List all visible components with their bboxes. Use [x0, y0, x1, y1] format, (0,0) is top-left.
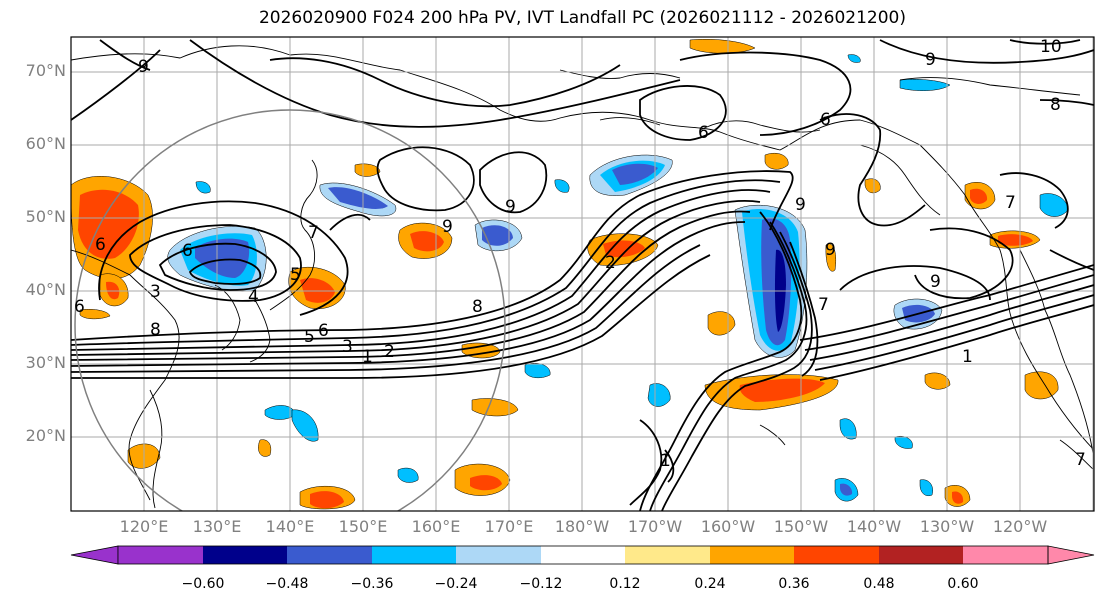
- negative-anomalies: [167, 54, 1069, 502]
- contour-label: 8: [472, 297, 483, 317]
- lon-label: 170°W: [627, 517, 683, 536]
- colorbar-tick-label: 0.60: [947, 576, 979, 592]
- lon-label: 160°E: [411, 517, 461, 536]
- colorbar: [70, 545, 1095, 565]
- colorbar-bin: [203, 546, 287, 564]
- colorbar-bin: [625, 546, 710, 564]
- contour-label: 7: [1075, 450, 1086, 470]
- ivt-contours: [71, 39, 1094, 511]
- contour-label: 7: [1005, 193, 1016, 213]
- shading-layer: [71, 39, 1069, 510]
- contour-label: 4: [248, 287, 259, 307]
- lon-label: 120°E: [119, 517, 169, 536]
- contour-label: 1: [962, 347, 973, 367]
- contour-label: 9: [925, 50, 936, 70]
- colorbar-bin: [372, 546, 456, 564]
- contour-label: 9: [442, 217, 453, 237]
- map-plot-area: 9 9 10 8 9 9 6 6 6 9 7 6 7 8 9 3 4 5 6 5…: [71, 37, 1094, 511]
- contour-label: 8: [150, 320, 161, 340]
- contour-label: 2: [384, 342, 395, 362]
- colorbar-bin: [710, 546, 794, 564]
- lon-label: 160°W: [700, 517, 756, 536]
- lat-label: 70°N: [25, 61, 66, 80]
- lon-label: 150°W: [773, 517, 829, 536]
- colorbar-tick-label: −0.12: [519, 576, 563, 592]
- lon-label: 140°E: [265, 517, 315, 536]
- contour-label: 5: [290, 265, 301, 285]
- colorbar-bin: [118, 546, 203, 564]
- colorbar-tick-label: 0.48: [863, 576, 895, 592]
- colorbar-bin: [879, 546, 963, 564]
- lat-label: 40°N: [25, 280, 66, 299]
- contour-label-layer: 9 9 10 8 9 9 6 6 6 9 7 6 7 8 9 3 4 5 6 5…: [74, 37, 1086, 471]
- lat-label: 60°N: [25, 134, 66, 153]
- lon-label: 170°E: [484, 517, 534, 536]
- colorbar-tick-label: 0.12: [609, 576, 641, 592]
- contour-label: 9: [505, 197, 516, 217]
- contour-label: 9: [795, 195, 806, 215]
- colorbar-tick-label: 0.24: [694, 576, 726, 592]
- contour-label: 10: [1040, 37, 1062, 57]
- contour-label: 2: [605, 253, 616, 273]
- graticule: [71, 37, 1094, 511]
- lat-label: 50°N: [25, 207, 66, 226]
- lon-label: 120°W: [992, 517, 1048, 536]
- lon-label: 180°W: [554, 517, 610, 536]
- contour-label: 9: [138, 57, 149, 77]
- contour-label: 6: [95, 235, 106, 255]
- contour-label: 6: [318, 321, 329, 341]
- contour-label: 9: [930, 272, 941, 292]
- contour-label: 9: [825, 240, 836, 260]
- colorbar-bin: [541, 546, 625, 564]
- colorbar-tick-label: 0.36: [778, 576, 810, 592]
- colorbar-outline: [117, 545, 1049, 565]
- lon-label: 140°W: [846, 517, 902, 536]
- contour-label: 1: [362, 347, 373, 367]
- colorbar-tick-label: −0.48: [265, 576, 309, 592]
- contour-label: 5: [304, 327, 315, 347]
- contour-label: 3: [342, 337, 353, 357]
- lon-label: 130°E: [192, 517, 242, 536]
- lon-label: 150°E: [338, 517, 388, 536]
- contour-label: 7: [308, 223, 319, 243]
- colorbar-high-extend: [1047, 545, 1095, 565]
- colorbar-bin: [287, 546, 372, 564]
- contour-label: 8: [1050, 95, 1061, 115]
- coastlines: [71, 45, 1094, 509]
- contour-label: 3: [150, 282, 161, 302]
- lat-label: 20°N: [25, 426, 66, 445]
- contour-label: 6: [698, 123, 709, 143]
- lon-label: 130°W: [919, 517, 975, 536]
- landfall-region-circle: [74, 109, 506, 511]
- contour-label: 6: [182, 241, 193, 261]
- colorbar-tick-label: −0.36: [350, 576, 394, 592]
- map-title: 2026020900 F024 200 hPa PV, IVT Landfall…: [258, 8, 906, 28]
- lat-label: 30°N: [25, 353, 66, 372]
- colorbar-tick-label: −0.60: [181, 576, 225, 592]
- colorbar-tick-label: −0.24: [434, 576, 478, 592]
- contour-label: 6: [820, 110, 831, 130]
- colorbar-bin: [794, 546, 879, 564]
- colorbar-bin: [456, 546, 541, 564]
- contour-label: 1: [660, 451, 671, 471]
- contour-label: 6: [74, 297, 85, 317]
- colorbar-low-extend: [70, 545, 119, 565]
- map-frame: [70, 36, 1095, 512]
- contour-label: 7: [818, 295, 829, 315]
- colorbar-bin: [963, 546, 1048, 564]
